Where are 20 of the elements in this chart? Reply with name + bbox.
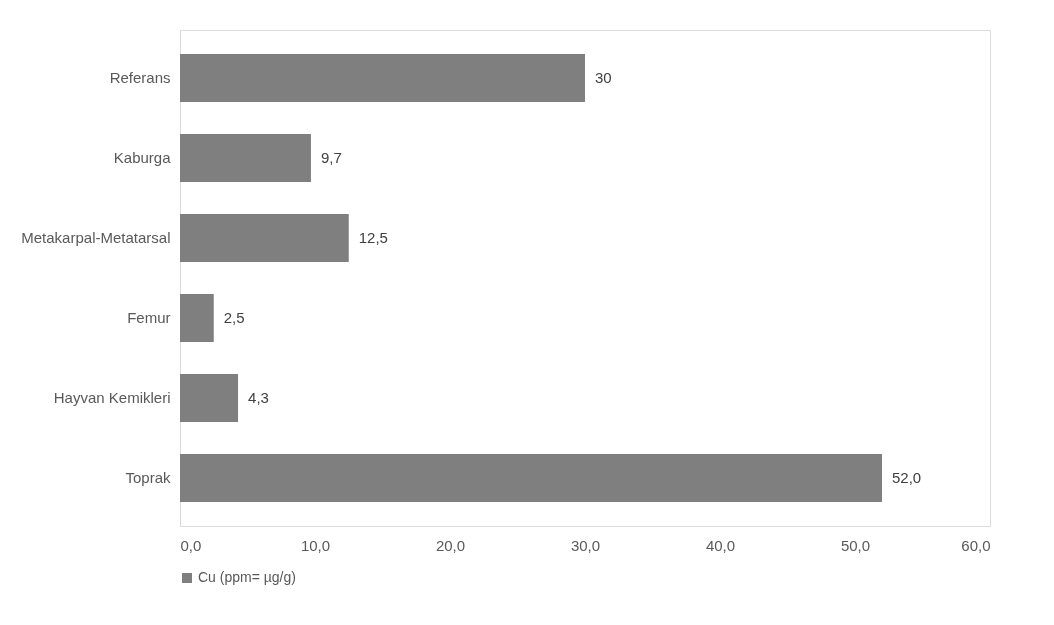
data-label: 9,7 bbox=[320, 149, 342, 166]
data-label: 52,0 bbox=[892, 469, 922, 486]
x-tick-label: 60,0 bbox=[961, 536, 991, 554]
x-tick-label: 40,0 bbox=[705, 536, 736, 554]
x-tick-label: 20,0 bbox=[435, 536, 466, 554]
x-tick-label: 50,0 bbox=[840, 536, 871, 554]
y-tick-label: Hayvan Kemikleri bbox=[53, 389, 171, 406]
x-tick-label: 30,0 bbox=[570, 536, 601, 554]
y-tick-label: Metakarpal-Metatarsal bbox=[21, 229, 171, 246]
x-tick-label: 10,0 bbox=[300, 536, 331, 554]
y-tick-label: Femur bbox=[127, 309, 171, 326]
x-tick-label: 0,0 bbox=[180, 536, 202, 554]
data-label: 4,3 bbox=[248, 389, 269, 406]
y-tick-label: Referans bbox=[109, 69, 171, 86]
legend-label: Cu (ppm= µg/g) bbox=[198, 569, 296, 585]
y-tick-label: Toprak bbox=[125, 469, 171, 486]
data-label: 2,5 bbox=[223, 309, 245, 326]
data-label: 30 bbox=[595, 69, 612, 86]
data-label: 12,5 bbox=[358, 229, 388, 246]
y-tick-label: Kaburga bbox=[113, 149, 172, 166]
